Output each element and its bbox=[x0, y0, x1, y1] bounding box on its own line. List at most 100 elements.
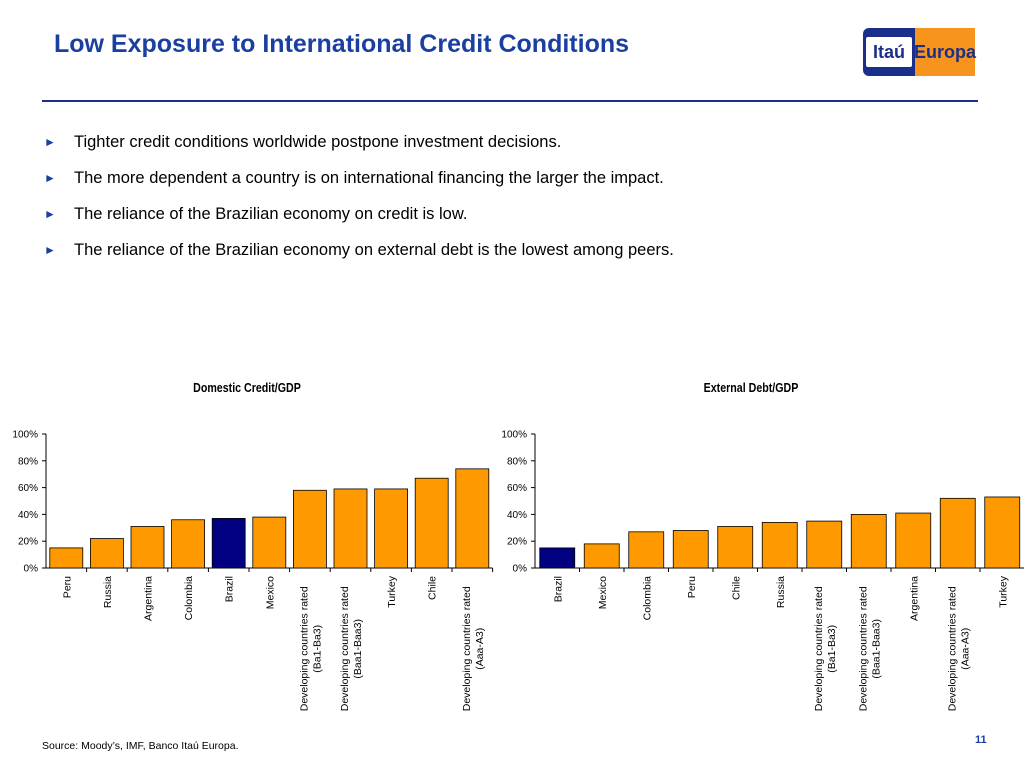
bullet-arrow-icon: ► bbox=[44, 243, 56, 257]
x-tick-label: Developing countries rated(Ba1-Ba3) bbox=[298, 586, 323, 711]
bullet-item: ► The reliance of the Brazilian economy o… bbox=[44, 232, 674, 268]
x-tick-label-text: Brazil bbox=[552, 576, 564, 602]
x-tick-label-text: Developing countries rated(Aaa-A3) bbox=[461, 586, 486, 711]
x-tick-label-text: Peru bbox=[686, 576, 698, 598]
x-tick-label-line: Developing countries rated bbox=[813, 586, 825, 711]
y-tick-label: 40% bbox=[507, 510, 527, 521]
y-tick-label: 0% bbox=[24, 564, 39, 575]
x-tick-label-line: Colombia bbox=[641, 576, 653, 621]
bar-colombia bbox=[171, 519, 206, 569]
source-note: Source: Moody’s, IMF, Banco Itaú Europa. bbox=[42, 740, 239, 752]
bullet-text: The reliance of the Brazilian economy on… bbox=[74, 204, 468, 223]
x-tick-label: Developing countries rated(Baa1-Baa3) bbox=[339, 586, 364, 711]
bar-turkey bbox=[374, 488, 409, 569]
x-tick-label: Colombia bbox=[183, 576, 195, 621]
bar-colombia bbox=[628, 531, 665, 569]
bar-developing-countries-rated-aaa-a3 bbox=[939, 497, 976, 569]
y-tick-label: 60% bbox=[507, 483, 527, 494]
x-tick-label-text: Peru bbox=[61, 576, 73, 598]
bar-russia bbox=[761, 522, 798, 569]
x-tick-label-line: (Baa1-Baa3) bbox=[352, 619, 364, 679]
x-tick-label-line: Peru bbox=[686, 576, 698, 598]
bar-argentina bbox=[895, 512, 932, 569]
x-tick-label-text: Turkey bbox=[997, 575, 1009, 607]
x-tick-label: Peru bbox=[61, 576, 73, 598]
x-tick-label-line: Turkey bbox=[386, 575, 398, 607]
bar-mexico bbox=[252, 516, 287, 569]
x-tick-label-line: Turkey bbox=[997, 575, 1009, 607]
x-tick-label-text: Mexico bbox=[264, 576, 276, 609]
logo-right-block: Europa bbox=[914, 28, 977, 76]
chart-title: External Debt/GDP bbox=[704, 380, 799, 395]
bullet-arrow-icon: ► bbox=[44, 171, 56, 185]
x-tick-label: Russia bbox=[102, 576, 114, 608]
bullet-list: ► Tighter credit conditions worldwide pos… bbox=[44, 124, 674, 268]
x-tick-label-text: Argentina bbox=[908, 576, 920, 621]
x-tick-label: Brazil bbox=[552, 576, 564, 602]
x-tick-label-line: Peru bbox=[61, 576, 73, 598]
bar-brazil bbox=[539, 547, 576, 569]
logo-itau-text: Itaú bbox=[872, 42, 905, 62]
title-divider bbox=[42, 100, 978, 102]
bar-russia bbox=[90, 538, 124, 569]
bar-developing-countries-rated-baa1-baa3 bbox=[850, 513, 887, 569]
x-tick-label: Developing countries rated(Ba1-Ba3) bbox=[813, 586, 838, 711]
x-tick-label-line: Brazil bbox=[552, 576, 564, 602]
x-tick-label-text: Chile bbox=[427, 576, 439, 600]
x-tick-label-line: Colombia bbox=[183, 576, 195, 621]
x-tick-label-text: Developing countries rated(Ba1-Ba3) bbox=[813, 586, 838, 711]
bar-mexico bbox=[583, 543, 620, 569]
x-tick-label-line: Argentina bbox=[908, 576, 920, 621]
logo-white-box: Itaú bbox=[866, 37, 912, 67]
x-tick-label-line: Russia bbox=[775, 576, 787, 608]
x-tick-label: Developing countries rated(Aaa-A3) bbox=[461, 586, 486, 711]
x-tick-label-text: Turkey bbox=[386, 575, 398, 607]
bullet-arrow-icon: ► bbox=[44, 135, 56, 149]
x-tick-label-line: Developing countries rated bbox=[946, 586, 958, 711]
bar-developing-countries-rated-ba1-ba3 bbox=[292, 489, 327, 569]
bullet-text: Tighter credit conditions worldwide post… bbox=[74, 132, 562, 151]
bullet-arrow-icon: ► bbox=[44, 207, 56, 221]
x-tick-label-text: Russia bbox=[775, 576, 787, 608]
x-tick-label-line: Mexico bbox=[264, 576, 276, 609]
x-tick-label-text: Developing countries rated(Ba1-Ba3) bbox=[298, 586, 323, 711]
external-debt-chart: External Debt/GDP 0% 20% 40% 60% 80% 100% Brazi… bbox=[501, 380, 1024, 711]
logo-europa-text: Europa bbox=[914, 42, 977, 62]
chart-title: Domestic Credit/GDP bbox=[193, 380, 301, 395]
bar-turkey bbox=[984, 496, 1021, 569]
x-tick-label-line: Brazil bbox=[224, 576, 236, 602]
x-tick-label: Russia bbox=[775, 576, 787, 608]
x-tick-label: Argentina bbox=[908, 576, 920, 621]
x-tick-label-line: (Ba1-Ba3) bbox=[826, 625, 838, 673]
x-tick-label-line: Developing countries rated bbox=[461, 586, 473, 711]
x-tick-label-text: Chile bbox=[730, 576, 742, 600]
x-tick-label: Mexico bbox=[597, 576, 609, 609]
x-tick-label-text: Argentina bbox=[143, 576, 155, 621]
bar-chile bbox=[414, 477, 449, 569]
bar-chile bbox=[717, 526, 754, 569]
x-tick-label-text: Russia bbox=[102, 576, 114, 608]
x-tick-label-text: Mexico bbox=[597, 576, 609, 609]
x-tick-label-line: (Ba1-Ba3) bbox=[311, 625, 323, 673]
x-tick-label-line: Argentina bbox=[143, 576, 155, 621]
x-tick-label: Argentina bbox=[143, 576, 155, 621]
bar-developing-countries-rated-aaa-a3 bbox=[455, 468, 490, 569]
page-number: 11 bbox=[975, 734, 987, 746]
x-tick-label: Turkey bbox=[997, 575, 1009, 607]
x-tick-label-line: Chile bbox=[427, 576, 439, 600]
y-tick-label: 40% bbox=[18, 510, 38, 521]
x-tick-label-line: Mexico bbox=[597, 576, 609, 609]
y-tick-label: 60% bbox=[18, 483, 38, 494]
y-tick-label: 100% bbox=[12, 430, 38, 441]
x-tick-label-line: Developing countries rated bbox=[339, 586, 351, 711]
logo-left-block: Itaú bbox=[863, 28, 915, 76]
y-tick-label: 80% bbox=[18, 456, 38, 467]
bar-peru bbox=[49, 547, 84, 569]
x-tick-label-line: (Baa1-Baa3) bbox=[870, 619, 882, 679]
x-tick-label-line: (Aaa-A3) bbox=[959, 628, 971, 670]
x-tick-label-text: Developing countries rated(Aaa-A3) bbox=[946, 586, 971, 711]
x-tick-label-text: Developing countries rated(Baa1-Baa3) bbox=[857, 586, 882, 711]
bullet-text: The reliance of the Brazilian economy on… bbox=[74, 240, 674, 259]
x-tick-label-line: (Aaa-A3) bbox=[474, 628, 486, 670]
x-tick-label: Developing countries rated(Aaa-A3) bbox=[946, 586, 971, 711]
